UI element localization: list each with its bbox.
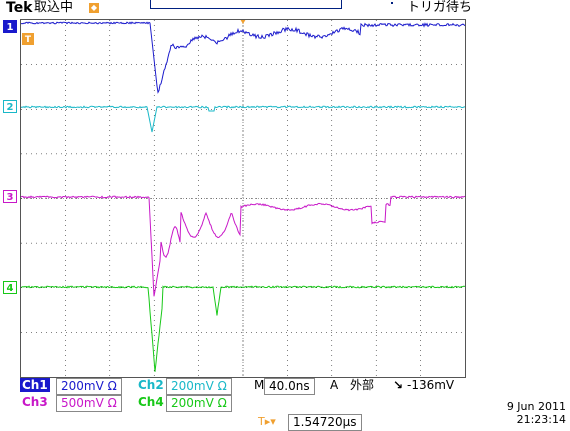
ch1-scale[interactable]: 200mV Ω	[56, 378, 122, 395]
waveform-display[interactable]	[20, 19, 466, 378]
record-view-bar	[150, 0, 342, 9]
ch2-label[interactable]: Ch2	[136, 378, 166, 393]
datetime: 9 Jun 2011 21:23:14	[486, 400, 566, 426]
status-bar: Tek 取込中 ◆ トリガ待ち	[0, 0, 570, 16]
date-label: 9 Jun 2011	[486, 400, 566, 413]
time-label: 21:23:14	[486, 413, 566, 426]
trigger-position-icon	[240, 20, 246, 24]
brand-logo: Tek	[6, 0, 33, 16]
trigger-state: トリガ待ち	[407, 0, 472, 16]
ch1-readout[interactable]: Ch1	[20, 378, 50, 393]
timebase-label: M	[254, 378, 264, 393]
ch3-label[interactable]: Ch3	[20, 395, 50, 410]
record-view-marker	[391, 2, 393, 4]
ch2-marker[interactable]: 2	[3, 100, 17, 113]
trigger-source[interactable]: 外部	[350, 378, 374, 393]
falling-edge-icon: ↘	[393, 378, 403, 393]
ch2-scale[interactable]: 200mV Ω	[166, 378, 232, 395]
trigger-level[interactable]: -136mV	[407, 378, 454, 393]
horizontal-position-icon: T▸▾	[258, 414, 276, 429]
ch4-scale[interactable]: 200mV Ω	[166, 395, 232, 412]
trigger-level-icon[interactable]: T	[22, 33, 34, 45]
ch4-marker[interactable]: 4	[3, 281, 17, 294]
trigger-mode: A	[330, 378, 338, 393]
waveform-graticule	[21, 20, 465, 377]
ch3-scale[interactable]: 500mV Ω	[56, 395, 122, 412]
trigger-point-marker-icon: ◆	[89, 3, 99, 13]
ch4-label[interactable]: Ch4	[136, 395, 166, 410]
ch3-marker[interactable]: 3	[3, 190, 17, 203]
ch1-marker[interactable]: 1	[3, 20, 17, 33]
ch1-label: Ch1	[20, 378, 50, 392]
acquisition-status: 取込中	[34, 0, 73, 16]
timebase-value[interactable]: 40.0ns	[264, 378, 315, 395]
horizontal-position[interactable]: 1.54720µs	[288, 414, 362, 431]
